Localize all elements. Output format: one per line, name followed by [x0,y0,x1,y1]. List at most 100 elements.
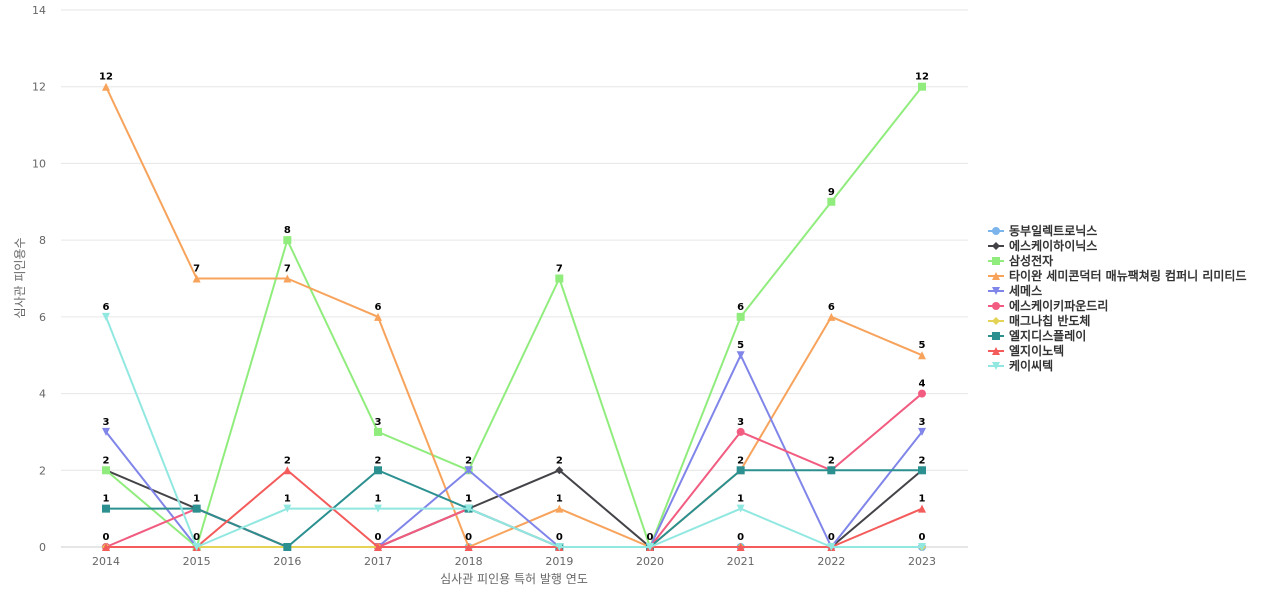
data-label: 6 [375,302,382,313]
x-tick-label: 2018 [455,555,483,568]
data-label: 0 [465,532,472,543]
data-point [918,504,926,513]
series-line [105,316,922,548]
data-point [283,236,292,245]
data-point [283,504,292,513]
x-tick-label: 2023 [908,555,936,568]
legend-item[interactable]: 엘지디스플레이 [988,328,1086,343]
x-tick-label: 2015 [183,555,211,568]
data-point [827,197,836,206]
data-point [283,274,292,283]
x-tick-label: 2020 [636,555,664,568]
data-point [374,504,382,513]
data-point [918,351,926,360]
legend-item[interactable]: 세메스 [988,283,1042,298]
y-tick-label: 6 [39,311,46,324]
legend-item[interactable]: 케이씨텍 [988,358,1053,373]
legend-label: 타이완 세미콘덕터 매뉴팩쳐링 컴퍼니 리미티드 [1009,268,1247,283]
data-point [918,543,926,551]
y-tick-label: 10 [32,157,46,170]
data-point [736,466,745,475]
data-label: 5 [919,340,926,351]
legend-marker [992,317,1000,325]
data-point [736,504,745,513]
data-point [827,543,836,551]
data-label: 8 [284,225,291,236]
y-tick-label: 14 [32,4,46,17]
y-tick-label: 12 [32,81,46,94]
legend-marker [992,242,1000,250]
data-label: 2 [465,455,472,466]
data-point [464,543,473,551]
legend-label: 케이씨텍 [1009,358,1053,373]
x-axis-ticks: 2014 2015 2016 2017 2018 2019 2020 2021 2022 2023 [92,555,936,568]
data-label: 2 [919,455,926,466]
legend-label: 에스케이키파운드리 [1009,298,1108,313]
legend-item[interactable]: 에스케이하이닉스 [988,238,1097,253]
data-point [555,274,564,283]
legend-item[interactable]: 엘지이노텍 [988,343,1064,358]
data-point [102,82,110,91]
y-tick-label: 4 [39,388,46,401]
legend-marker [992,332,1000,340]
data-label: 0 [919,532,926,543]
data-point [918,427,926,436]
legend-item[interactable]: 삼성전자 [988,253,1053,268]
legend-marker [992,272,1000,280]
data-point [827,312,836,321]
data-label: 0 [647,532,654,543]
data-label: 1 [465,494,472,505]
data-point [555,543,564,551]
data-label: 0 [737,532,744,543]
legend-label: 매그나칩 반도체 [1009,313,1090,328]
legend-marker [992,227,1000,235]
data-point [102,427,110,436]
legend-marker [992,287,1000,295]
legend-marker [992,257,1000,265]
data-label: 7 [284,264,291,275]
data-label: 3 [919,417,926,428]
legend-item[interactable]: 매그나칩 반도체 [988,313,1090,328]
data-point [918,389,926,398]
data-label: 6 [828,302,835,313]
data-point [102,312,110,321]
data-point [283,543,292,551]
legend-item[interactable]: 에스케이키파운드리 [988,298,1108,313]
data-label: 2 [284,455,291,466]
data-label: 1 [193,494,200,505]
data-label: 3 [103,417,110,428]
data-label: 5 [737,340,744,351]
data-point [918,466,926,475]
data-label: 3 [737,417,744,428]
y-tick-label: 0 [39,541,46,554]
x-tick-label: 2019 [545,555,573,568]
data-point [736,427,745,436]
y-tick-label: 8 [39,234,46,247]
data-point [555,466,564,475]
legend-item[interactable]: 동부일렉트로닉스 [988,223,1097,238]
legend-label: 삼성전자 [1009,253,1053,268]
data-label: 9 [828,187,835,198]
data-label: 0 [556,532,563,543]
data-point [646,543,654,551]
data-label: 1 [103,494,110,505]
data-label: 2 [375,455,382,466]
data-label: 12 [915,72,929,83]
x-tick-label: 2017 [364,555,392,568]
data-label: 4 [919,379,926,390]
data-label: 2 [556,455,563,466]
data-point [374,312,382,321]
data-point [736,351,745,360]
data-point [464,504,473,513]
legend-label: 엘지이노텍 [1009,343,1064,358]
data-label: 2 [737,455,744,466]
data-point [918,82,926,91]
data-point [102,543,110,551]
data-point [464,466,473,475]
data-label: 7 [556,264,563,275]
legend-marker [992,347,1000,355]
data-label: 0 [193,532,200,543]
legend-item[interactable]: 타이완 세미콘덕터 매뉴팩쳐링 컴퍼니 리미티드 [988,268,1247,283]
